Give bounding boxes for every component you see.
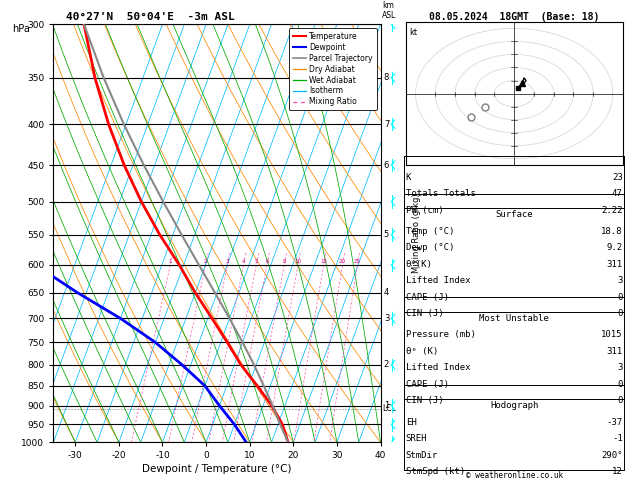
Text: 8: 8 xyxy=(282,259,286,263)
Text: 3: 3 xyxy=(617,364,623,372)
Text: CIN (J): CIN (J) xyxy=(406,309,443,318)
Text: 7: 7 xyxy=(384,120,389,129)
Text: Dewp (°C): Dewp (°C) xyxy=(406,243,454,252)
Text: hPa: hPa xyxy=(13,24,30,35)
Text: 40°27'N  50°04'E  -3m ASL: 40°27'N 50°04'E -3m ASL xyxy=(66,12,235,22)
Text: 10: 10 xyxy=(294,259,301,263)
Text: 15: 15 xyxy=(320,259,327,263)
Text: 6: 6 xyxy=(265,259,269,263)
Text: 0: 0 xyxy=(617,380,623,389)
Text: Pressure (mb): Pressure (mb) xyxy=(406,330,476,339)
Text: 5: 5 xyxy=(255,259,258,263)
Text: θᵉ(K): θᵉ(K) xyxy=(406,260,433,269)
Text: 25: 25 xyxy=(354,259,361,263)
Text: © weatheronline.co.uk: © weatheronline.co.uk xyxy=(465,471,563,480)
Text: Lifted Index: Lifted Index xyxy=(406,364,470,372)
Text: 08.05.2024  18GMT  (Base: 18): 08.05.2024 18GMT (Base: 18) xyxy=(429,12,599,22)
Text: 18.8: 18.8 xyxy=(601,226,623,236)
Text: 2: 2 xyxy=(384,360,389,369)
Text: 8: 8 xyxy=(384,73,389,82)
Text: LCL: LCL xyxy=(382,404,396,413)
Legend: Temperature, Dewpoint, Parcel Trajectory, Dry Adiabat, Wet Adiabat, Isotherm, Mi: Temperature, Dewpoint, Parcel Trajectory… xyxy=(289,28,377,110)
Text: 23: 23 xyxy=(612,173,623,182)
Text: 12: 12 xyxy=(612,467,623,476)
Text: 311: 311 xyxy=(606,260,623,269)
Text: 311: 311 xyxy=(606,347,623,356)
Text: 0: 0 xyxy=(617,309,623,318)
Text: 0: 0 xyxy=(617,293,623,302)
Text: StmSpd (kt): StmSpd (kt) xyxy=(406,467,465,476)
Text: 1015: 1015 xyxy=(601,330,623,339)
Text: 9.2: 9.2 xyxy=(606,243,623,252)
Text: 2: 2 xyxy=(204,259,207,263)
Text: StmDir: StmDir xyxy=(406,451,438,460)
Text: 290°: 290° xyxy=(601,451,623,460)
Text: km
ASL: km ASL xyxy=(382,1,396,20)
Text: 1: 1 xyxy=(169,259,172,263)
X-axis label: Dewpoint / Temperature (°C): Dewpoint / Temperature (°C) xyxy=(142,465,292,474)
Text: -37: -37 xyxy=(606,417,623,427)
Text: 1: 1 xyxy=(384,401,389,410)
Text: CAPE (J): CAPE (J) xyxy=(406,293,448,302)
Text: Hodograph: Hodograph xyxy=(490,401,538,410)
Text: 47: 47 xyxy=(612,189,623,198)
Text: 6: 6 xyxy=(384,160,389,170)
Text: 2.22: 2.22 xyxy=(601,206,623,215)
Text: 5: 5 xyxy=(384,230,389,239)
Text: Totals Totals: Totals Totals xyxy=(406,189,476,198)
Text: K: K xyxy=(406,173,411,182)
Text: θᵉ (K): θᵉ (K) xyxy=(406,347,438,356)
Text: Most Unstable: Most Unstable xyxy=(479,314,549,323)
Text: SREH: SREH xyxy=(406,434,427,443)
Text: Lifted Index: Lifted Index xyxy=(406,276,470,285)
Text: 3: 3 xyxy=(617,276,623,285)
Text: kt: kt xyxy=(409,28,418,37)
Text: 4: 4 xyxy=(242,259,245,263)
Text: PW (cm): PW (cm) xyxy=(406,206,443,215)
Text: Temp (°C): Temp (°C) xyxy=(406,226,454,236)
Text: Mixing Ratio (g/kg): Mixing Ratio (g/kg) xyxy=(412,193,421,273)
Text: CAPE (J): CAPE (J) xyxy=(406,380,448,389)
Text: 3: 3 xyxy=(226,259,229,263)
Text: Surface: Surface xyxy=(496,210,533,219)
Text: -1: -1 xyxy=(612,434,623,443)
Text: 0: 0 xyxy=(617,397,623,405)
Text: CIN (J): CIN (J) xyxy=(406,397,443,405)
Text: EH: EH xyxy=(406,417,416,427)
Text: 4: 4 xyxy=(384,288,389,297)
Text: 3: 3 xyxy=(384,314,389,323)
Text: 20: 20 xyxy=(339,259,346,263)
